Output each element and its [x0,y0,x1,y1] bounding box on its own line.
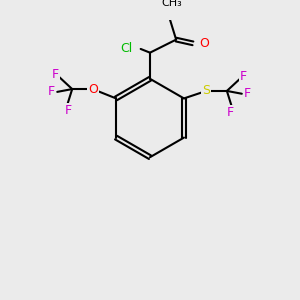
Text: F: F [52,68,59,81]
Text: CH₃: CH₃ [161,0,182,8]
Text: O: O [88,82,98,96]
Text: F: F [48,85,55,98]
Text: O: O [200,37,209,50]
Text: F: F [65,104,72,117]
Text: Cl: Cl [120,41,132,55]
Text: F: F [240,70,247,83]
Text: F: F [244,87,251,100]
Text: F: F [227,106,234,119]
Text: S: S [202,84,210,98]
